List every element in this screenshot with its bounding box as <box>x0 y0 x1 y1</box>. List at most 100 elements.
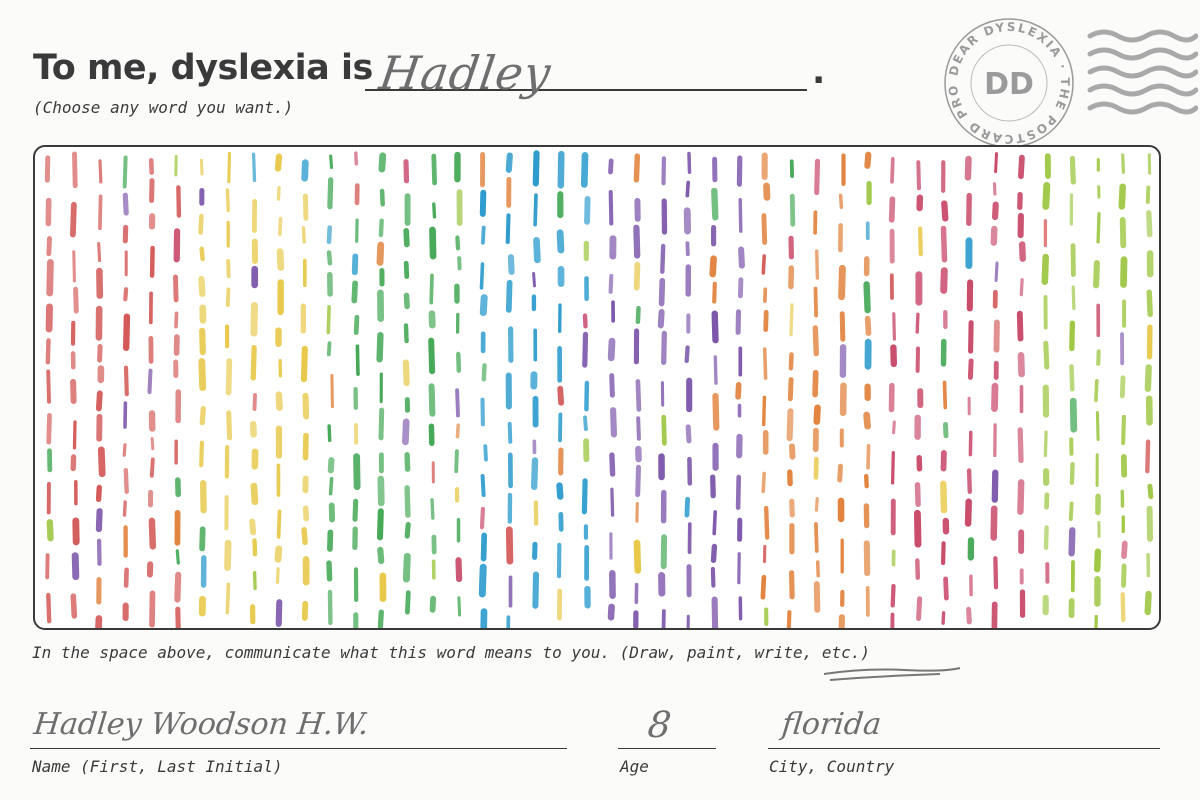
crayon-dash <box>735 382 742 400</box>
crayon-dash <box>888 196 896 223</box>
crayon-dash <box>814 522 819 553</box>
handwritten-underline <box>823 667 961 681</box>
crayon-dash <box>838 264 846 301</box>
crayon-dash <box>813 581 821 613</box>
crayon-dash <box>1121 563 1127 588</box>
crayon-dash <box>609 373 615 398</box>
crayon-dash <box>1145 439 1151 474</box>
postcard-stamp: DEAR DYSLEXIA · THE POSTCARD PROJECT DD <box>935 3 1078 152</box>
crayon-dash <box>1146 210 1153 238</box>
crayon-dash <box>148 517 157 550</box>
crayon-dash <box>479 294 488 317</box>
crayon-dash <box>328 476 334 496</box>
rainbow-dash-drawing <box>44 150 1154 628</box>
name-line <box>30 748 567 749</box>
crayon-dash <box>1041 253 1050 285</box>
crayon-dash <box>764 505 770 540</box>
crayon-dash <box>608 273 614 294</box>
crayon-dash <box>1017 352 1025 378</box>
drawing-area[interactable] <box>33 145 1161 630</box>
crayon-dash <box>483 444 488 462</box>
crayon-dash <box>789 443 796 460</box>
crayon-dash <box>377 475 385 507</box>
crayon-dash <box>351 253 359 276</box>
crayon-dash <box>355 344 360 376</box>
crayon-dash <box>1119 216 1127 249</box>
crayon-dash <box>70 201 77 238</box>
chosen-word[interactable]: Hadley <box>376 46 555 100</box>
crayon-dash <box>46 519 54 542</box>
crayon-dash <box>326 225 333 245</box>
crayon-dash <box>584 195 591 225</box>
crayon-dash <box>403 323 409 344</box>
crayon-dash <box>276 186 281 201</box>
crayon-dash <box>353 314 360 336</box>
crayon-dash <box>274 545 283 563</box>
name-label: Name (First, Last Initial) <box>32 757 283 776</box>
crayon-dash <box>329 154 334 170</box>
crayon-dash <box>532 150 540 187</box>
crayon-dash <box>914 482 921 507</box>
crayon-dash <box>1019 241 1026 262</box>
crayon-dash <box>480 532 488 562</box>
prompt-heading: To me, dyslexia is <box>33 48 373 88</box>
crayon-dash <box>226 410 233 441</box>
crayon-dash <box>658 277 666 307</box>
prompt-period: . <box>812 52 826 92</box>
crayon-dash <box>379 188 385 207</box>
crayon-dash <box>661 414 667 446</box>
crayon-dash <box>404 452 411 472</box>
crayon-dash <box>377 609 384 628</box>
crayon-dash <box>633 224 641 259</box>
crayon-dash <box>608 158 614 175</box>
name-value[interactable]: Hadley Woodson H.W. <box>32 707 371 742</box>
crayon-dash <box>354 151 358 166</box>
crayon-dash <box>148 158 154 175</box>
city-value[interactable]: florida <box>780 707 883 742</box>
crayon-dash <box>915 558 921 580</box>
drawing-instruction: In the space above, communicate what thi… <box>32 643 871 662</box>
crayon-dash <box>327 177 334 210</box>
crayon-dash <box>198 275 206 298</box>
crayon-dash <box>635 379 642 412</box>
crayon-dash <box>916 160 921 191</box>
crayon-dash <box>123 365 129 397</box>
crayon-dash <box>711 187 719 221</box>
crayon-dash <box>1096 212 1101 244</box>
crayon-dash <box>964 498 972 527</box>
crayon-dash <box>507 254 515 275</box>
crayon-dash <box>738 197 743 233</box>
crayon-dash <box>44 155 51 183</box>
crayon-dash <box>964 155 972 181</box>
crayon-dash <box>505 213 511 245</box>
crayon-dash <box>97 242 102 263</box>
crayon-dash <box>149 590 156 628</box>
crayon-dash <box>760 574 767 600</box>
crayon-dash <box>967 358 974 380</box>
crayon-dash <box>556 482 564 500</box>
crayon-dash <box>1043 525 1049 550</box>
crayon-dash <box>198 213 204 235</box>
crayon-dash <box>762 395 767 427</box>
crayon-dash <box>990 505 998 541</box>
crayon-dash <box>402 552 411 583</box>
crayon-dash <box>1093 260 1100 289</box>
crayon-dash <box>890 157 895 184</box>
crayon-dash <box>863 281 871 314</box>
crayon-dash <box>657 308 665 329</box>
crayon-dash <box>813 456 819 480</box>
crayon-dash <box>98 159 103 184</box>
crayon-dash <box>276 248 285 271</box>
crayon-dash <box>1144 364 1152 393</box>
crayon-dash <box>478 563 487 598</box>
crayon-dash <box>301 159 309 182</box>
crayon-dash <box>533 193 538 227</box>
crayon-dash <box>1121 153 1126 174</box>
crayon-dash <box>1018 154 1025 180</box>
crayon-dash <box>913 509 922 548</box>
crayon-dash <box>814 497 819 512</box>
crayon-dash <box>789 193 796 227</box>
crayon-dash <box>633 539 642 574</box>
crayon-dash <box>199 158 204 176</box>
age-value[interactable]: 8 <box>645 705 674 746</box>
